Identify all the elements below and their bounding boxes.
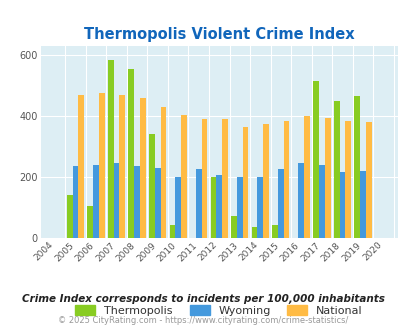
Bar — [72, 166, 78, 238]
Bar — [222, 119, 227, 238]
Bar — [313, 81, 318, 238]
Bar — [283, 121, 289, 238]
Bar — [333, 101, 339, 238]
Bar — [271, 225, 277, 238]
Bar — [359, 171, 365, 238]
Bar — [210, 177, 216, 238]
Bar — [318, 165, 324, 238]
Bar — [87, 206, 93, 238]
Bar — [175, 177, 181, 238]
Bar — [303, 116, 309, 238]
Bar — [195, 169, 201, 238]
Bar — [339, 172, 345, 238]
Bar — [236, 177, 242, 238]
Bar — [78, 95, 84, 238]
Text: © 2025 CityRating.com - https://www.cityrating.com/crime-statistics/: © 2025 CityRating.com - https://www.city… — [58, 316, 347, 325]
Bar — [365, 122, 371, 238]
Bar — [257, 177, 262, 238]
Bar — [67, 195, 72, 238]
Bar — [324, 117, 330, 238]
Bar — [154, 168, 160, 238]
Bar — [230, 216, 236, 238]
Text: Crime Index corresponds to incidents per 100,000 inhabitants: Crime Index corresponds to incidents per… — [21, 294, 384, 304]
Bar — [108, 60, 113, 238]
Bar — [262, 124, 268, 238]
Bar — [169, 225, 175, 238]
Title: Thermopolis Violent Crime Index: Thermopolis Violent Crime Index — [84, 27, 354, 42]
Bar — [113, 163, 119, 238]
Bar — [134, 166, 140, 238]
Bar — [93, 165, 99, 238]
Bar — [160, 107, 166, 238]
Bar — [140, 98, 145, 238]
Bar — [99, 93, 104, 238]
Bar — [277, 169, 283, 238]
Bar — [216, 175, 222, 238]
Bar — [149, 134, 154, 238]
Bar — [354, 96, 359, 238]
Bar — [242, 127, 248, 238]
Bar — [181, 115, 186, 238]
Bar — [201, 119, 207, 238]
Legend: Thermopolis, Wyoming, National: Thermopolis, Wyoming, National — [71, 301, 367, 320]
Bar — [251, 227, 257, 238]
Bar — [298, 163, 303, 238]
Bar — [119, 95, 125, 238]
Bar — [345, 121, 350, 238]
Bar — [128, 69, 134, 238]
